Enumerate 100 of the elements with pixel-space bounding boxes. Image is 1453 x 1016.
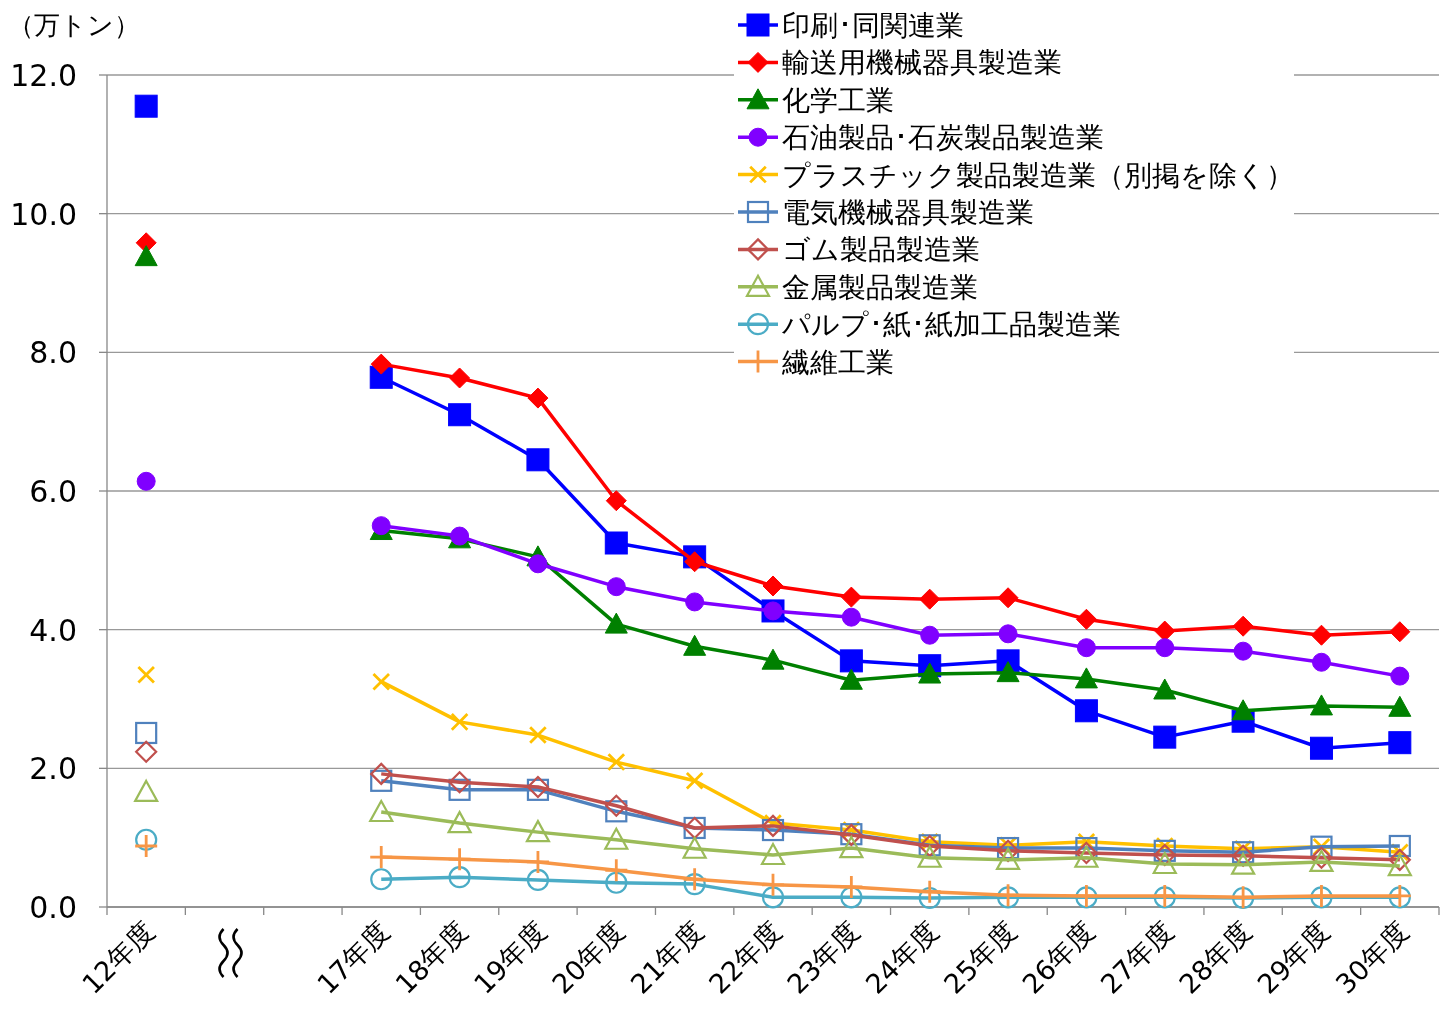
point — [605, 859, 628, 882]
point — [604, 531, 628, 555]
point — [605, 871, 628, 894]
point — [760, 842, 786, 866]
point — [683, 634, 707, 656]
point — [134, 245, 158, 267]
point — [1153, 678, 1177, 700]
point — [448, 848, 471, 871]
point — [605, 490, 627, 512]
point — [841, 607, 861, 627]
legend-label: 印刷･同関連業 — [782, 9, 964, 42]
point — [450, 713, 469, 731]
point — [1388, 834, 1411, 858]
y-tick-label: 2.0 — [29, 751, 77, 787]
point — [1155, 638, 1175, 658]
point — [1309, 694, 1333, 716]
point — [448, 866, 471, 889]
point — [605, 794, 628, 817]
point — [370, 353, 392, 375]
point — [371, 516, 391, 536]
point — [839, 835, 864, 859]
point — [1076, 638, 1096, 658]
point — [1387, 853, 1412, 877]
legend-label: パルプ･紙･紙加工品製造業 — [781, 308, 1121, 342]
point — [448, 778, 471, 801]
point — [840, 875, 863, 898]
point — [1390, 666, 1410, 686]
point — [369, 799, 394, 823]
point — [685, 772, 704, 790]
point — [761, 886, 785, 909]
y-tick-label: 0.0 — [29, 890, 77, 925]
point — [839, 649, 863, 673]
point — [1388, 848, 1411, 871]
point — [607, 753, 626, 771]
point — [449, 367, 471, 389]
point — [839, 668, 863, 690]
point — [685, 592, 705, 612]
point — [1152, 851, 1177, 875]
point — [998, 624, 1018, 644]
legend-label: 金属製品製造業 — [782, 270, 978, 304]
point — [761, 814, 785, 837]
point — [684, 551, 706, 573]
y-tick-label: 6.0 — [29, 474, 77, 509]
point — [1388, 695, 1412, 717]
legend-label: ゴム製品製造業 — [782, 233, 980, 267]
point — [1231, 852, 1256, 875]
legend-label: 石油製品･石炭製品製造業 — [782, 121, 1104, 155]
point — [135, 834, 158, 857]
point — [134, 94, 158, 118]
point — [135, 721, 158, 745]
point — [137, 665, 155, 684]
x-tick-label: 17年度 — [311, 915, 396, 1000]
point — [996, 661, 1020, 683]
point — [370, 762, 393, 785]
point — [1232, 615, 1254, 637]
x-tick-label: 12年度 — [76, 915, 161, 1000]
point — [372, 672, 390, 691]
point — [683, 868, 706, 891]
point — [761, 648, 785, 670]
point — [526, 868, 550, 892]
y-tick-label: 10.0 — [10, 196, 77, 232]
point — [1233, 641, 1253, 661]
point — [1389, 621, 1411, 643]
point — [918, 880, 941, 903]
point — [1310, 624, 1332, 646]
y-tick-label: 8.0 — [29, 335, 77, 371]
point — [604, 612, 628, 634]
y-axis-title: （万トン） — [8, 10, 140, 40]
legend-label: 化学工業 — [782, 83, 894, 117]
point — [525, 820, 551, 843]
point — [370, 769, 393, 792]
point — [682, 836, 707, 859]
y-tick-label: 12.0 — [10, 58, 77, 93]
point — [447, 811, 472, 834]
y-tick-label: 4.0 — [29, 612, 77, 648]
point — [528, 554, 548, 574]
point — [526, 448, 550, 472]
point — [1231, 699, 1255, 721]
point — [448, 403, 472, 427]
point — [919, 588, 941, 610]
point — [135, 740, 158, 763]
point — [762, 873, 784, 896]
point — [995, 847, 1021, 870]
point — [1153, 725, 1177, 749]
point — [604, 827, 629, 850]
point — [606, 577, 626, 597]
point — [1075, 608, 1097, 630]
point — [1309, 736, 1333, 760]
point — [683, 873, 706, 896]
legend-label: 輸送用機械器具製造業 — [782, 46, 1062, 80]
point — [448, 771, 471, 794]
point — [918, 662, 942, 684]
point — [605, 800, 628, 823]
point — [761, 818, 785, 842]
point — [840, 886, 863, 909]
point — [1074, 667, 1098, 689]
point — [527, 387, 549, 409]
legend-label: 電気機械器具製造業 — [782, 196, 1034, 229]
legend-label: 繊維工業 — [781, 345, 894, 379]
point — [1153, 839, 1176, 862]
